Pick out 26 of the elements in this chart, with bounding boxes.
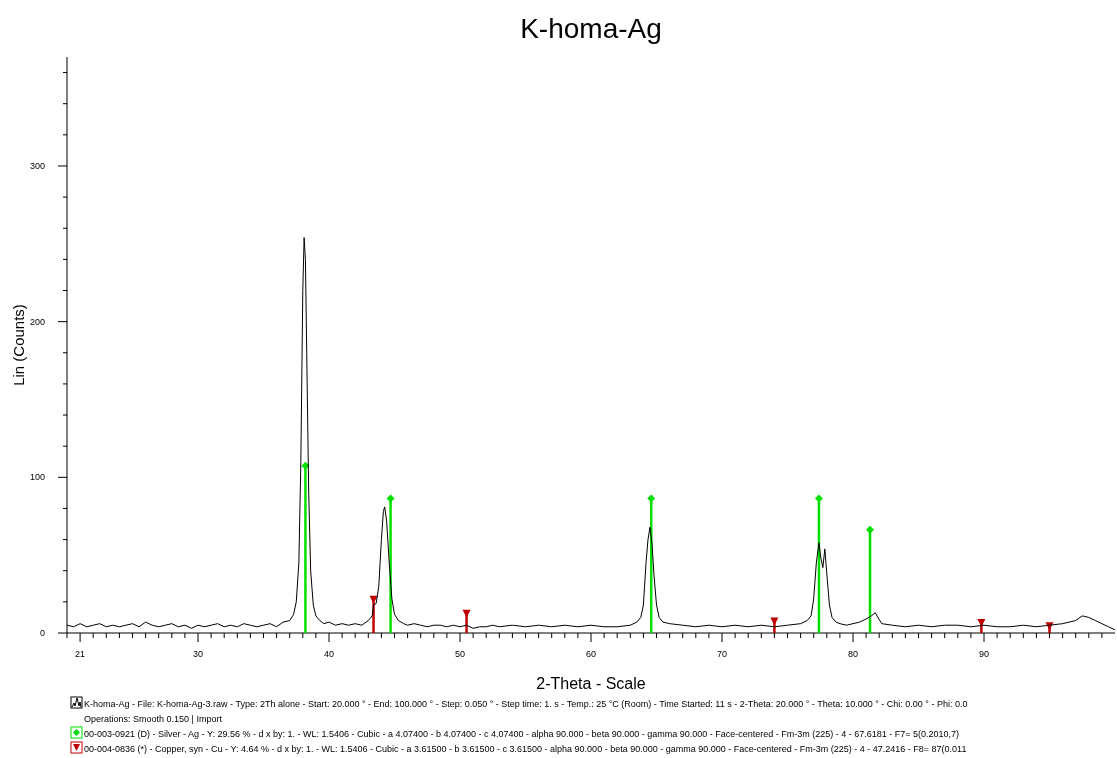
legend-label: 00-004-0836 (*) - Copper, syn - Cu - Y: 4.64 % - d x by: 1. - WL: 1.5406 - Cubic - a 3.61500 - b 3.61500 - c 3.61500 - alpha 90.000 - beta 90.000 - gamma 90.000 - Face-centered - Fm-3m (225) - 4 - 47.2416 - F8= 87(0.011 (84, 744, 967, 754)
x-tick-label: 80 (847, 649, 859, 659)
x-axis-title: 2-Theta - Scale (536, 675, 646, 692)
y-axis-title: Lin (Counts) (10, 304, 27, 386)
x-tick-label: 60 (585, 649, 597, 659)
chart-title: K-homa-Ag (520, 13, 662, 44)
x-tick-label: 50 (454, 649, 466, 659)
point (386, 494, 395, 503)
legend-label: K-homa-Ag - File: K-homa-Ag-3.raw - Type: 2Th alone - Start: 20.000 ° - End: 100.000 ° - Step: 0.050 ° - Step time: 1. s - Temp.: 25 °C (Room) - Time Started: 11 s - 2-Theta: 20.000 ° - Theta: 10.000 ° - Chi: 0.00 ° - Phi: 0.0 (84, 699, 968, 709)
y-tick-label: 0 (39, 628, 45, 638)
x-tick-label: 40 (323, 649, 335, 659)
point (301, 461, 310, 470)
point (369, 595, 378, 604)
legend-label: 00-003-0921 (D) - Silver - Ag - Y: 29.56 % - d x by: 1. - WL: 1.5406 - Cubic - a 4.07400 - b 4.07400 - c 4.07400 - alpha 90.000 - beta 90.000 - gamma 90.000 - Face-centered - Fm-3m (225) - 4 - 67.6181 - F7= 5(0.2010,7) (84, 729, 960, 739)
text: Operations: Smooth 0.150 | Import (84, 714, 223, 724)
point (462, 609, 471, 618)
point (814, 494, 823, 503)
point (866, 525, 875, 534)
x-tick-label: 30 (192, 649, 204, 659)
x-tick-label: 21 (75, 649, 86, 659)
x-tick-label: 90 (978, 649, 990, 659)
point (647, 494, 656, 503)
y-tick-label: 100 (29, 472, 45, 483)
y-tick-label: 300 (29, 160, 45, 171)
y-tick-label: 200 (29, 316, 45, 327)
x-tick-label: 70 (716, 649, 728, 659)
